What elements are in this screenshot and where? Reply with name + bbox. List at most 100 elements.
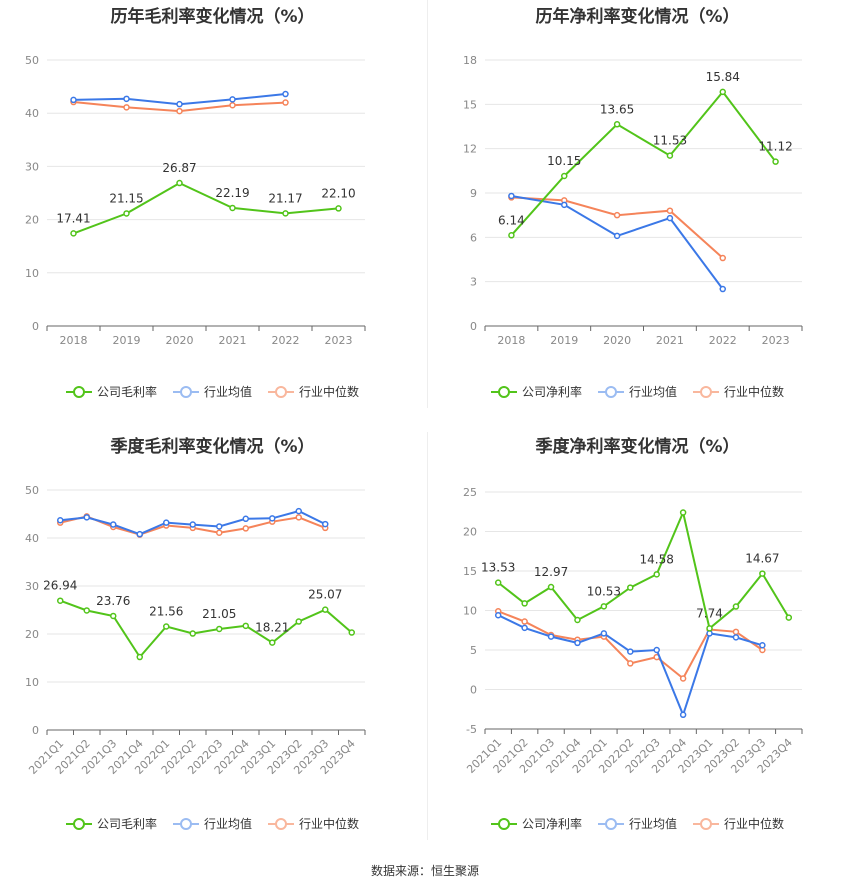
chart-legend[interactable]: 公司净利率 行业均值 行业中位数 (425, 383, 850, 400)
data-point-industry_avg (269, 515, 276, 522)
y-tick-label: 10 (25, 676, 39, 689)
data-point-industry_median (719, 254, 726, 262)
data-point-company (57, 597, 64, 604)
legend-item-company[interactable]: 公司净利率 (490, 383, 582, 400)
data-label: 10.15 (547, 154, 581, 168)
legend-item-company[interactable]: 公司净利率 (490, 815, 582, 832)
data-point-company (719, 88, 726, 96)
legend-label-industry-avg: 行业均值 (628, 385, 677, 399)
y-tick-label: 3 (470, 276, 477, 289)
legend-item-industry-avg[interactable]: 行业均值 (172, 383, 252, 400)
data-point-industry_avg (666, 214, 674, 222)
data-label: 21.05 (202, 607, 236, 621)
data-point-company (679, 509, 687, 516)
chart-legend[interactable]: 公司毛利率 行业均值 行业中位数 (0, 383, 425, 400)
x-tick-label: 2021 (219, 334, 247, 347)
data-point-company (229, 204, 236, 212)
data-point-company (772, 158, 779, 165)
data-label: 25.07 (308, 588, 342, 602)
data-label: 14.67 (745, 552, 779, 566)
y-tick-label: 30 (25, 580, 39, 593)
legend-swatch-industry-avg (172, 385, 199, 398)
legend-item-industry-median[interactable]: 行业中位数 (268, 383, 359, 400)
data-point-company (574, 616, 581, 624)
series-line-industry_median (511, 196, 724, 259)
data-label: 11.12 (758, 140, 792, 154)
data-point-company (189, 630, 196, 637)
legend-label-industry-median: 行业中位数 (299, 385, 360, 399)
chart-legend[interactable]: 公司毛利率 行业均值 行业中位数 (0, 815, 425, 832)
chart-quarterly-net-margin: 季度净利率变化情况（%） -5 0 5 10 15 20 25 2021Q1 2021Q2 202… (425, 430, 850, 850)
data-point-industry_avg (719, 285, 726, 293)
data-label: 13.53 (481, 561, 515, 575)
series-line-company (73, 181, 339, 235)
data-label: 12.97 (534, 565, 568, 579)
y-tick-label: 20 (25, 214, 39, 227)
legend-item-industry-avg[interactable]: 行业均值 (597, 383, 677, 400)
data-label: 18.21 (255, 621, 289, 635)
legend-swatch-industry-median (268, 385, 294, 398)
chart-plot: -505101520252021Q12021Q22021Q32021Q42022… (463, 486, 803, 776)
y-tick-label: 18 (463, 54, 477, 67)
data-label: 6.14 (498, 213, 525, 227)
data-point-company (335, 205, 342, 212)
data-point-company (561, 172, 568, 180)
legend-swatch-industry-avg (172, 817, 199, 830)
legend-item-industry-avg[interactable]: 行业均值 (597, 815, 677, 832)
y-tick-label: 50 (25, 484, 39, 497)
data-source-note: 数据来源：恒生聚源 (370, 864, 479, 878)
data-point-industry_avg (521, 624, 528, 632)
y-tick-label: 6 (470, 231, 477, 244)
data-point-industry_median (732, 628, 740, 636)
y-tick-label: 0 (32, 320, 39, 333)
legend-item-industry-median[interactable]: 行业中位数 (693, 383, 784, 400)
y-tick-label: 10 (25, 267, 39, 280)
data-point-company (600, 603, 608, 610)
data-point-industry_avg (163, 519, 170, 526)
data-point-industry_avg (189, 521, 196, 528)
chart-quarterly-gross-margin: 季度毛利率变化情况（%） 0 10 20 30 40 50 2021Q1 2021Q2 2021… (0, 430, 425, 850)
legend-item-industry-median[interactable]: 行业中位数 (268, 815, 359, 832)
y-tick-label: 15 (463, 565, 477, 578)
data-point-industry_median (216, 529, 223, 536)
x-tick-label: 2020 (166, 334, 194, 347)
data-label: 13.65 (600, 102, 634, 116)
data-label: 21.17 (268, 191, 302, 205)
legend-item-company[interactable]: 公司毛利率 (65, 383, 157, 400)
legend-item-industry-median[interactable]: 行业中位数 (693, 815, 784, 832)
data-point-industry_avg (613, 232, 621, 240)
series-line-company (59, 599, 353, 659)
chart-title: 历年毛利率变化情况（%） (110, 7, 315, 27)
x-tick-label: 2019 (113, 334, 141, 347)
y-tick-label: 25 (463, 486, 477, 499)
legend-swatch-company (490, 385, 517, 398)
data-point-industry_median (282, 99, 289, 106)
data-point-industry_avg (123, 95, 130, 103)
legend-item-company[interactable]: 公司毛利率 (65, 815, 157, 832)
chart-legend[interactable]: 公司净利率 行业均值 行业中位数 (425, 815, 850, 832)
legend-label-industry-median: 行业中位数 (724, 385, 785, 399)
data-point-company (494, 579, 502, 586)
data-point-company (521, 600, 528, 607)
data-point-company (627, 584, 634, 591)
legend-swatch-industry-avg (597, 817, 624, 830)
data-point-industry_avg (295, 507, 302, 515)
legend-item-industry-avg[interactable]: 行业均值 (172, 815, 252, 832)
data-point-company (295, 618, 302, 625)
data-point-industry_avg (242, 515, 249, 523)
data-point-industry_median (666, 207, 674, 214)
data-point-company (732, 603, 740, 610)
data-point-industry_avg (83, 514, 90, 521)
data-point-company (613, 121, 621, 128)
y-tick-label: -5 (466, 723, 477, 736)
chart-title: 季度毛利率变化情况（%） (110, 437, 315, 457)
legend-label-company: 公司净利率 (521, 385, 582, 399)
data-point-company (666, 152, 674, 159)
data-point-industry_avg (561, 201, 568, 209)
data-point-company (322, 606, 329, 613)
data-label: 22.19 (215, 186, 249, 200)
data-point-industry_median (229, 101, 236, 109)
y-tick-label: 20 (25, 628, 39, 641)
data-point-industry_avg (176, 100, 183, 108)
data-label: 22.10 (321, 186, 355, 200)
